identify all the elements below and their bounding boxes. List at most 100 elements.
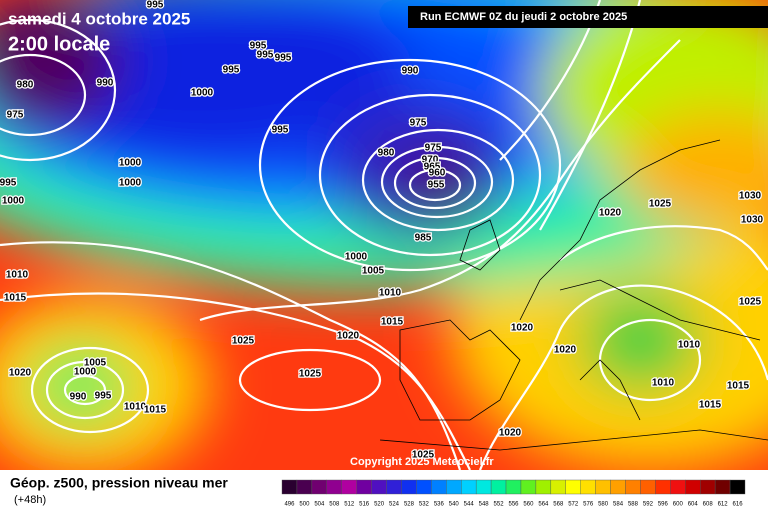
scale-label: 524 xyxy=(389,502,400,508)
scale-swatch xyxy=(401,479,417,495)
scale-label: 504 xyxy=(314,502,325,508)
isobar-label: 1000 xyxy=(2,196,25,207)
isobar-label: 995 xyxy=(272,125,289,136)
isobar-label: 1015 xyxy=(4,293,27,304)
footer-title: Géop. z500, pression niveau mer xyxy=(10,475,228,491)
scale-swatch xyxy=(655,479,671,495)
scale-label: 568 xyxy=(553,502,564,508)
isobar-label: 955 xyxy=(428,180,445,191)
scale-label: 520 xyxy=(374,502,385,508)
scale-swatch xyxy=(625,479,641,495)
scale-swatch xyxy=(446,479,462,495)
scale-label: 580 xyxy=(598,502,609,508)
isobar-label: 985 xyxy=(415,233,432,244)
scale-label: 600 xyxy=(673,502,684,508)
scale-label: 612 xyxy=(718,502,729,508)
scale-swatch xyxy=(565,479,581,495)
scale-swatch xyxy=(461,479,477,495)
scale-label: 572 xyxy=(568,502,579,508)
scale-swatch xyxy=(386,479,402,495)
isobar-label: 1025 xyxy=(412,450,435,461)
lead-time: (+48h) xyxy=(14,494,46,506)
isobar-label: 1025 xyxy=(739,297,762,308)
isobar-label: 1010 xyxy=(678,340,701,351)
isobar-label: 970 xyxy=(422,155,439,166)
scale-swatch xyxy=(296,479,313,495)
scale-label: 616 xyxy=(733,502,744,508)
time: 2:00 locale xyxy=(8,33,110,55)
scale-label: 564 xyxy=(538,502,549,508)
scale-swatch xyxy=(550,479,566,495)
isobar-label: 980 xyxy=(17,80,34,91)
isobar-label: 1025 xyxy=(232,336,255,347)
isobar-label: 960 xyxy=(429,168,446,179)
isobar-label: 1015 xyxy=(381,317,404,328)
copyright: Copyright 2025 Meteociel.fr xyxy=(350,456,494,468)
scale-label: 592 xyxy=(643,502,654,508)
isobar-label: 995 xyxy=(147,0,164,11)
scale-swatch xyxy=(475,479,492,495)
scale-swatch xyxy=(356,479,372,495)
isobar-label: 1025 xyxy=(649,199,672,210)
scale-label: 596 xyxy=(658,502,669,508)
scale-swatch xyxy=(699,479,716,495)
isobar-label: 1005 xyxy=(84,358,107,369)
scale-swatch xyxy=(431,479,447,495)
isobar-label: 1020 xyxy=(337,331,360,342)
scale-swatch xyxy=(341,479,357,495)
isobar-label: 995 xyxy=(257,50,274,61)
isobar-label: 1000 xyxy=(119,178,142,189)
scale-label: 588 xyxy=(628,502,639,508)
scale-label: 576 xyxy=(583,502,594,508)
scale-label: 528 xyxy=(404,502,415,508)
isobar-label: 995 xyxy=(95,391,112,402)
scale-swatch xyxy=(685,479,701,495)
isobar-label: 1010 xyxy=(652,378,675,389)
scale-swatch xyxy=(640,479,656,495)
scale-swatch xyxy=(505,479,522,495)
isobar-label: 1010 xyxy=(6,270,29,281)
scale-label: 536 xyxy=(434,502,445,508)
scale-label: 500 xyxy=(299,502,310,508)
scale-swatch xyxy=(326,479,342,495)
isobar-label: 995 xyxy=(250,41,267,52)
isobar-label: 1010 xyxy=(379,288,402,299)
isobar-label: 1015 xyxy=(699,400,722,411)
scale-swatch xyxy=(729,479,746,495)
scale-label: 552 xyxy=(494,502,505,508)
scale-label: 548 xyxy=(479,502,490,508)
scale-swatch xyxy=(520,479,537,495)
coastlines xyxy=(379,139,768,451)
scale-label: 512 xyxy=(344,502,355,508)
isobar-label: 1030 xyxy=(739,191,762,202)
isobar-label: 1000 xyxy=(119,158,142,169)
scale-label: 584 xyxy=(613,502,624,508)
isobar-label: 990 xyxy=(402,66,419,77)
scale-swatch xyxy=(281,479,298,495)
isobar-label: 1020 xyxy=(599,208,622,219)
isobar-label: 990 xyxy=(70,392,87,403)
isobar-label: 1000 xyxy=(345,252,368,263)
isobar-label: 1025 xyxy=(299,369,322,380)
scale-label: 604 xyxy=(688,502,699,508)
scale-label: 540 xyxy=(449,502,460,508)
scale-label: 560 xyxy=(523,502,534,508)
isobar-label: 995 xyxy=(0,178,17,189)
isobar-label: 995 xyxy=(223,65,240,76)
isobar-label: 975 xyxy=(7,110,24,121)
scale-swatch xyxy=(595,479,611,495)
scale-label: 608 xyxy=(703,502,714,508)
scale-label: 532 xyxy=(419,502,430,508)
scale-label: 516 xyxy=(359,502,370,508)
scale-swatch xyxy=(371,479,387,495)
scale-label: 496 xyxy=(284,502,295,508)
scale-label: 556 xyxy=(508,502,519,508)
scale-swatch xyxy=(535,479,552,495)
isobar-label: 995 xyxy=(275,53,292,64)
isobar-label: 1020 xyxy=(499,428,522,439)
isobar-label: 1020 xyxy=(511,323,534,334)
scale-swatch xyxy=(580,479,596,495)
isobar-label: 1015 xyxy=(144,405,167,416)
scale-swatch xyxy=(714,479,731,495)
